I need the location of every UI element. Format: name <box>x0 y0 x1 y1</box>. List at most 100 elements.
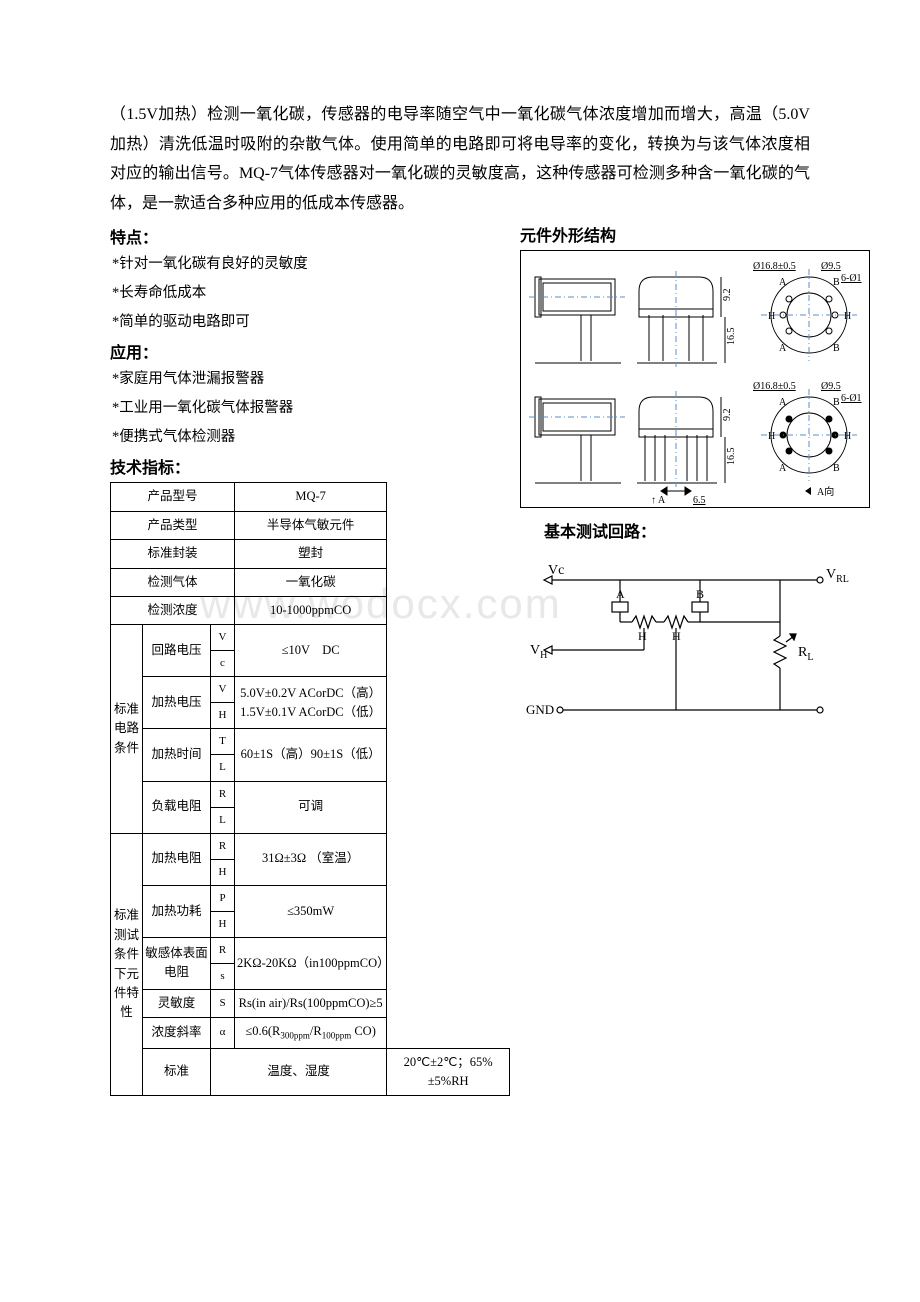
pin-label: B <box>833 343 840 354</box>
spec-value: 2KΩ-20KΩ（in100ppmCO） <box>235 937 387 989</box>
pin-label: H <box>844 311 851 322</box>
spec-label: 加热电阻 <box>143 833 211 885</box>
dim-label: 6-Ø1 <box>841 273 862 284</box>
spec-value: 塑封 <box>235 540 387 568</box>
table-row: 加热电压 V 5.0V±0.2V ACorDC（高）1.5V±0.1V ACor… <box>111 677 510 703</box>
spec-label: 加热功耗 <box>143 885 211 937</box>
spec-symbol: α <box>211 1018 235 1048</box>
table-row: 加热功耗 P ≤350mW <box>111 885 510 911</box>
application-item: *工业用一氧化碳气体报警器 <box>110 394 510 423</box>
dim-label: Ø9.5 <box>821 261 841 272</box>
spec-symbol: T <box>211 729 235 755</box>
spec-symbol: R <box>211 781 235 807</box>
application-item: *家庭用气体泄漏报警器 <box>110 365 510 394</box>
table-row: 标准 温度、湿度 20℃±2℃；65%±5%RH <box>111 1048 510 1096</box>
circuit-label: A <box>616 587 625 601</box>
spec-value: ≤0.6(R300ppm/R100ppm CO) <box>235 1018 387 1048</box>
spec-label: 产品类型 <box>111 511 235 539</box>
spec-group: 标准电路条件 <box>111 625 143 833</box>
spec-symbol: L <box>211 807 235 833</box>
dim-label: 16.5 <box>726 448 737 466</box>
spec-value: ≤350mW <box>235 885 387 937</box>
circuit-diagram: Vc VRL VH GND A B H H RL <box>520 550 850 750</box>
spec-label: 浓度斜率 <box>143 1018 211 1048</box>
pin-label: H <box>768 311 775 322</box>
table-row: 加热时间 T 60±1S（高）90±1S（低） <box>111 729 510 755</box>
table-row: 标准测试条件下元件特性 加热电阻 R 31Ω±3Ω （室温） <box>111 833 510 859</box>
spec-label: 标准封装 <box>111 540 235 568</box>
table-row: 检测气体一氧化碳 <box>111 568 510 596</box>
table-row: 浓度斜率 α ≤0.6(R300ppm/R100ppm CO) <box>111 1018 510 1048</box>
intro-paragraph: （1.5V加热）检测一氧化碳，传感器的电导率随空气中一氧化碳气体浓度增加而增大，… <box>110 100 810 218</box>
spec-value: 31Ω±3Ω （室温） <box>235 833 387 885</box>
spec-label: 灵敏度 <box>143 989 211 1017</box>
spec-symbol: P <box>211 885 235 911</box>
table-row: 产品型号MQ-7 <box>111 483 510 511</box>
spec-symbol: H <box>211 703 235 729</box>
spec-label: 温度、湿度 <box>211 1048 387 1096</box>
circuit-label: Vc <box>548 563 564 578</box>
dim-label: 9.2 <box>722 289 733 302</box>
spec-label: 检测气体 <box>111 568 235 596</box>
applications-heading: 应用： <box>110 339 510 363</box>
table-row: 标准封装塑封 <box>111 540 510 568</box>
dim-label: Ø9.5 <box>821 381 841 392</box>
spec-label: 加热电压 <box>143 677 211 729</box>
spec-value: 20℃±2℃；65%±5%RH <box>387 1048 510 1096</box>
dim-label: 16.5 <box>726 328 737 346</box>
features-heading: 特点： <box>110 224 510 248</box>
dim-label: Ø16.8±0.5 <box>753 261 796 272</box>
outline-diagram: 9.2 16.5 Ø16.8±0.5 Ø9.5 6-Ø1 A B H H <box>520 250 870 508</box>
spec-value: 一氧化碳 <box>235 568 387 596</box>
spec-label: 产品型号 <box>111 483 235 511</box>
application-item: *便携式气体检测器 <box>110 423 510 452</box>
specs-heading: 技术指标： <box>110 454 510 478</box>
pin-label: H <box>768 431 775 442</box>
spec-value: 5.0V±0.2V ACorDC（高）1.5V±0.1V ACorDC（低） <box>235 677 387 729</box>
table-row: 检测浓度10-1000ppmCO <box>111 596 510 624</box>
circuit-label: H <box>638 629 647 643</box>
circuit-label: B <box>696 587 704 601</box>
pin-label: A <box>779 343 787 354</box>
pin-label: A <box>779 397 787 408</box>
feature-item: *长寿命低成本 <box>110 279 510 308</box>
spec-value: ≤10V DC <box>235 625 387 677</box>
dim-label: 6.5 <box>693 495 706 506</box>
table-row: 灵敏度 S Rs(in air)/Rs(100ppmCO)≥5 <box>111 989 510 1017</box>
circuit-label: GND <box>526 702 554 717</box>
feature-item: *简单的驱动电路即可 <box>110 308 510 337</box>
spec-value: 半导体气敏元件 <box>235 511 387 539</box>
spec-group: 标准 <box>143 1048 211 1096</box>
spec-label: 回路电压 <box>143 625 211 677</box>
dim-label: ↑ A <box>651 495 666 506</box>
circuit-label: RL <box>798 645 813 663</box>
spec-symbol: V <box>211 625 235 651</box>
spec-group: 标准测试条件下元件特性 <box>111 833 143 1096</box>
dim-label: Ø16.8±0.5 <box>753 381 796 392</box>
spec-label: 检测浓度 <box>111 596 235 624</box>
spec-symbol: S <box>211 989 235 1017</box>
spec-value: 10-1000ppmCO <box>235 596 387 624</box>
spec-symbol: R <box>211 833 235 859</box>
dim-label: 6-Ø1 <box>841 393 862 404</box>
table-row: 敏感体表面电阻 R 2KΩ-20KΩ（in100ppmCO） <box>111 937 510 963</box>
pin-label: B <box>833 277 840 288</box>
pin-label: H <box>844 431 851 442</box>
spec-symbol: V <box>211 677 235 703</box>
dim-label: A向 <box>817 485 834 498</box>
table-row: 负载电阻 R 可调 <box>111 781 510 807</box>
circuit-label: H <box>672 629 681 643</box>
circuit-label: VH <box>530 643 547 661</box>
spec-value: 可调 <box>235 781 387 833</box>
spec-symbol: s <box>211 963 235 989</box>
spec-value: MQ-7 <box>235 483 387 511</box>
circuit-heading: 基本测试回路： <box>544 518 870 542</box>
pin-label: A <box>779 463 787 474</box>
table-row: 标准电路条件 回路电压 V ≤10V DC <box>111 625 510 651</box>
spec-value: Rs(in air)/Rs(100ppmCO)≥5 <box>235 989 387 1017</box>
spec-symbol: H <box>211 859 235 885</box>
circuit-label: VRL <box>826 567 849 585</box>
spec-symbol: c <box>211 651 235 677</box>
table-row: 产品类型半导体气敏元件 <box>111 511 510 539</box>
spec-label: 负载电阻 <box>143 781 211 833</box>
